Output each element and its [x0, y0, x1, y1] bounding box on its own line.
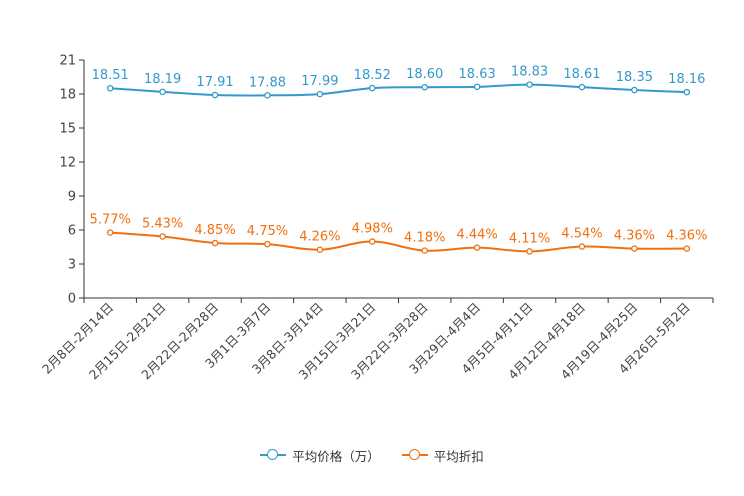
data-label-price: 17.91: [196, 75, 233, 90]
data-point-price[interactable]: [211, 91, 219, 99]
data-label-discount: 4.36%: [614, 229, 655, 244]
data-point-discount[interactable]: [683, 245, 691, 252]
data-label-price: 18.63: [459, 67, 496, 82]
data-point-discount[interactable]: [473, 244, 481, 251]
data-point-price[interactable]: [106, 84, 114, 92]
data-label-discount: 4.26%: [299, 230, 340, 245]
data-label-price: 17.99: [301, 74, 338, 89]
legend-item-price[interactable]: 平均价格（万）: [260, 446, 380, 465]
data-label-discount: 5.77%: [90, 213, 131, 228]
data-point-discount[interactable]: [211, 239, 219, 247]
data-label-discount: 4.36%: [666, 229, 707, 244]
legend-label-discount: 平均折扣: [433, 448, 484, 464]
y-tick-label: 12: [59, 156, 76, 171]
data-label-discount: 4.75%: [247, 224, 288, 239]
data-point-discount[interactable]: [631, 245, 638, 252]
data-point-price[interactable]: [159, 88, 166, 96]
legend-marker-discount: [401, 449, 428, 461]
data-label-discount: 4.18%: [404, 231, 445, 246]
data-label-price: 18.35: [616, 70, 653, 85]
legend-marker-price: [260, 449, 287, 461]
data-point-price[interactable]: [421, 83, 428, 91]
y-tick-label: 6: [68, 224, 76, 239]
data-label-price: 18.51: [92, 68, 129, 83]
line-chart: 0369121518212月8日-2月14日2月15日-2月21日2月22日-2…: [39, 54, 714, 382]
y-tick-label: 0: [68, 292, 76, 307]
legend-item-discount[interactable]: 平均折扣: [401, 446, 484, 465]
data-point-discount[interactable]: [159, 233, 166, 240]
data-label-price: 18.19: [144, 72, 181, 87]
series-line-price: [110, 83, 687, 97]
y-tick-label: 21: [59, 54, 76, 69]
data-point-price[interactable]: [316, 90, 324, 98]
legend-label-price: 平均价格（万）: [292, 448, 380, 464]
series-line-discount: [110, 231, 687, 253]
data-label-discount: 4.44%: [456, 228, 497, 243]
data-label-price: 18.16: [668, 72, 705, 87]
data-point-discount[interactable]: [369, 238, 376, 245]
data-point-discount[interactable]: [106, 229, 114, 236]
data-point-price[interactable]: [578, 83, 586, 91]
chart-legend: 平均价格（万） 平均折扣: [0, 444, 744, 466]
data-label-discount: 4.54%: [561, 227, 602, 242]
data-point-price[interactable]: [473, 83, 481, 91]
data-label-price: 18.61: [563, 67, 600, 82]
data-point-discount[interactable]: [264, 240, 271, 248]
data-point-price[interactable]: [369, 84, 376, 92]
y-tick-label: 15: [59, 122, 76, 137]
data-label-discount: 4.11%: [509, 231, 550, 246]
data-label-discount: 5.43%: [142, 216, 183, 231]
data-point-discount[interactable]: [316, 246, 324, 253]
data-label-discount: 4.85%: [194, 223, 235, 238]
y-tick-label: 9: [68, 190, 76, 205]
y-tick-label: 18: [59, 88, 76, 103]
data-point-price[interactable]: [264, 92, 271, 99]
data-point-price[interactable]: [526, 81, 533, 88]
data-point-discount[interactable]: [526, 248, 533, 255]
y-tick-label: 3: [68, 258, 76, 273]
data-label-price: 18.60: [406, 67, 443, 82]
data-point-discount[interactable]: [421, 247, 428, 254]
data-label-price: 17.88: [249, 75, 286, 90]
data-point-discount[interactable]: [578, 243, 586, 250]
data-label-discount: 4.98%: [352, 222, 393, 237]
data-label-price: 18.52: [354, 68, 391, 83]
data-point-price[interactable]: [631, 86, 638, 94]
data-label-price: 18.83: [511, 65, 548, 80]
data-point-price[interactable]: [683, 88, 691, 96]
